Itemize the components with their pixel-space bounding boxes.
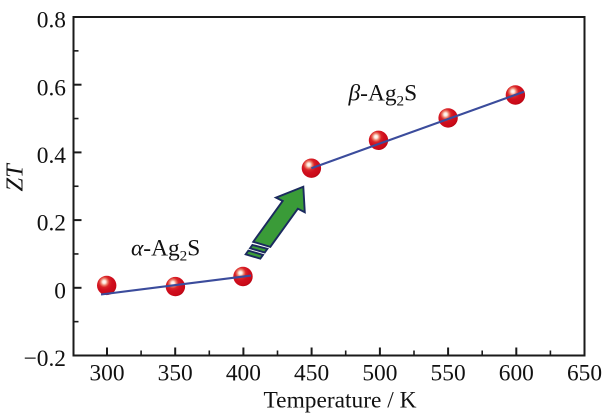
svg-text:0: 0 [54, 278, 66, 304]
svg-text:500: 500 [362, 361, 397, 387]
svg-text:0.8: 0.8 [37, 8, 66, 34]
svg-text:0.4: 0.4 [37, 143, 67, 169]
svg-text:550: 550 [431, 361, 466, 387]
svg-text:ZT: ZT [1, 162, 28, 192]
svg-text:300: 300 [89, 361, 124, 387]
svg-text:α-Ag2S: α-Ag2S [131, 235, 200, 264]
svg-text:400: 400 [226, 361, 261, 387]
svg-text:β-Ag2S: β-Ag2S [348, 81, 418, 110]
svg-text:0.2: 0.2 [37, 211, 66, 237]
svg-text:350: 350 [158, 361, 193, 387]
svg-text:−0.2: −0.2 [24, 346, 66, 372]
svg-text:600: 600 [499, 361, 534, 387]
svg-text:650: 650 [567, 361, 602, 387]
svg-text:0.6: 0.6 [37, 75, 66, 101]
svg-text:Temperature / K: Temperature / K [264, 388, 417, 414]
svg-text:450: 450 [294, 361, 329, 387]
